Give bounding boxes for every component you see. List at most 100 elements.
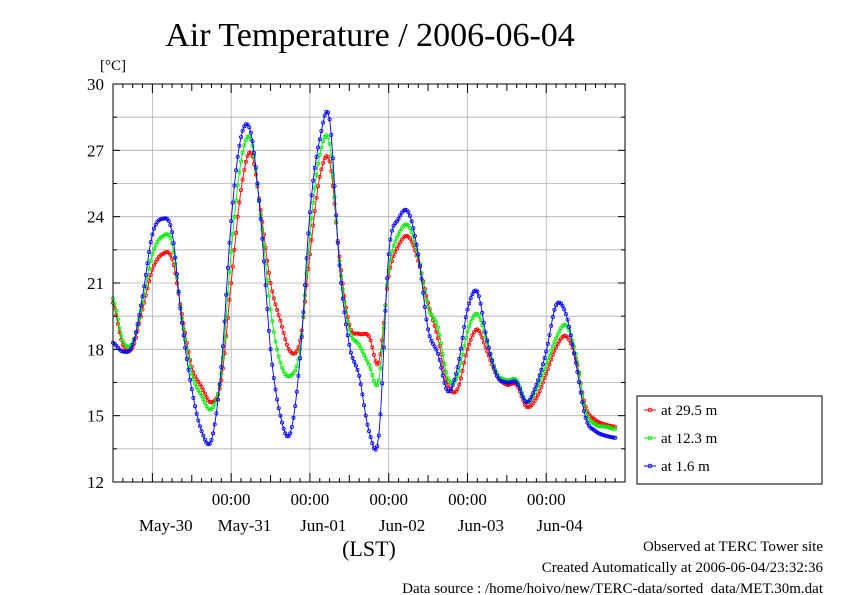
data-point (325, 135, 330, 140)
data-point (247, 134, 252, 139)
data-point (490, 358, 495, 363)
data-point (442, 380, 447, 385)
data-point (435, 336, 440, 341)
data-point (201, 433, 206, 438)
data-point (260, 236, 265, 241)
data-point (252, 150, 257, 155)
x-time-label: 00:00 (212, 490, 251, 509)
x-axis-label: (LST) (342, 536, 396, 561)
data-point (611, 435, 616, 440)
x-day-label: May-31 (218, 516, 272, 535)
data-point (171, 241, 176, 246)
data-point (389, 228, 394, 233)
data-point (281, 330, 286, 335)
data-point (150, 267, 155, 272)
data-point (445, 389, 450, 394)
data-point (273, 387, 278, 392)
data-point (557, 329, 562, 334)
data-point (552, 307, 557, 312)
data-point (196, 418, 201, 423)
data-point (321, 120, 326, 125)
data-point (199, 384, 204, 389)
data-point (289, 424, 294, 429)
data-point (485, 349, 490, 354)
data-point (518, 387, 523, 392)
data-point (230, 232, 235, 237)
data-point (151, 263, 156, 268)
data-point (247, 150, 252, 155)
data-point (327, 159, 332, 164)
data-point (261, 259, 266, 264)
data-point (493, 369, 498, 374)
data-point (329, 132, 334, 137)
data-point (460, 335, 465, 340)
data-point (388, 237, 393, 242)
data-point (453, 371, 458, 376)
data-point (437, 357, 442, 362)
data-point (148, 258, 153, 263)
data-point (186, 367, 191, 372)
data-point (536, 378, 541, 383)
data-point (317, 152, 322, 157)
data-point (444, 386, 449, 391)
data-point (183, 337, 188, 342)
data-point (138, 308, 143, 313)
data-point (435, 325, 440, 330)
data-point (570, 342, 575, 347)
data-point (366, 429, 371, 434)
data-point (124, 349, 129, 354)
data-point (427, 310, 432, 315)
chart-title: Air Temperature / 2006-06-04 (165, 17, 575, 54)
data-point (398, 228, 403, 233)
data-point (138, 303, 143, 308)
data-point (188, 377, 193, 382)
footer-site: Observed at TERC Tower site (643, 539, 823, 555)
data-point (238, 135, 243, 140)
data-point (129, 346, 134, 351)
data-point (261, 244, 266, 249)
data-point (147, 266, 152, 271)
data-point (304, 271, 309, 276)
data-point (148, 240, 153, 245)
data-point (174, 272, 179, 277)
data-point (151, 226, 156, 231)
data-point (373, 447, 378, 452)
data-point (339, 273, 344, 278)
data-point (362, 352, 367, 357)
data-point (534, 395, 539, 400)
data-point (335, 240, 340, 245)
data-point (365, 422, 370, 427)
data-point (135, 321, 140, 326)
data-point (270, 362, 275, 367)
data-point (238, 159, 243, 164)
data-point (440, 351, 445, 356)
data-point (444, 370, 449, 375)
data-point (407, 213, 412, 218)
data-point (552, 339, 557, 344)
data-point (215, 397, 220, 402)
data-point (240, 150, 245, 155)
x-day-label: Jun-02 (379, 516, 425, 535)
data-point (476, 294, 481, 299)
data-point (273, 339, 278, 344)
data-point (422, 304, 427, 309)
data-point (232, 214, 237, 219)
legend-entry-label: at 1.6 m (661, 459, 710, 475)
data-point (416, 258, 421, 263)
data-point (368, 338, 373, 343)
data-point (266, 270, 271, 275)
data-point (284, 434, 289, 439)
data-point (237, 143, 242, 148)
data-point (550, 344, 555, 349)
data-point (242, 143, 247, 148)
data-point (137, 312, 142, 317)
data-point (211, 431, 216, 436)
data-point (426, 327, 431, 332)
data-point (417, 263, 422, 268)
data-point (458, 346, 463, 351)
data-point (476, 313, 481, 318)
legend-entry-label: at 12.3 m (661, 431, 718, 447)
data-point (276, 406, 281, 411)
data-point (421, 290, 426, 295)
data-point (222, 319, 227, 324)
